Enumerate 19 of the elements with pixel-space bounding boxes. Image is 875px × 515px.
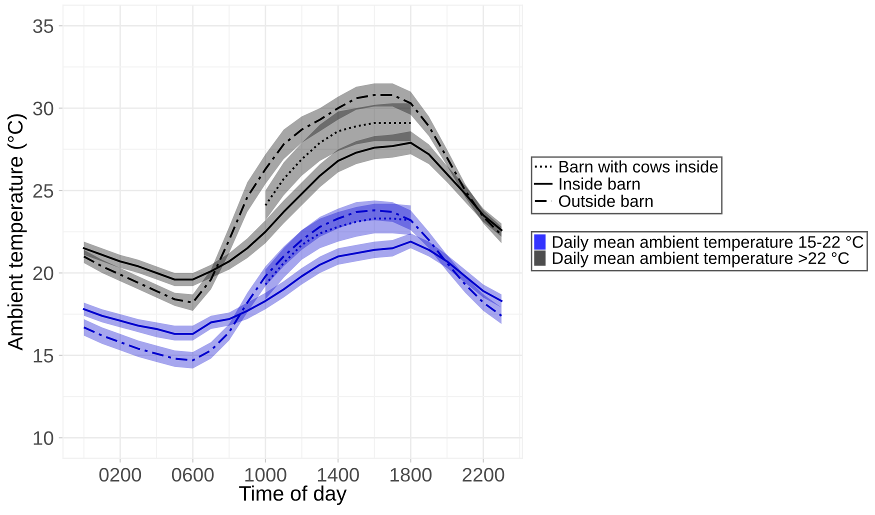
legend-label: Daily mean ambient temperature 15-22 °C bbox=[552, 236, 864, 252]
y-tick-label: 35 bbox=[33, 19, 54, 33]
y-axis-title: Ambient temperature (°C) bbox=[7, 114, 27, 350]
legend-label: Outside barn bbox=[559, 194, 653, 207]
x-tick-label: 1800 bbox=[390, 468, 432, 482]
y-tick-label: 20 bbox=[33, 266, 54, 280]
legend-label: Inside barn bbox=[560, 178, 640, 190]
x-tick-label: 0600 bbox=[172, 468, 214, 482]
y-tick-label: 30 bbox=[33, 102, 54, 116]
legend-label: Daily mean ambient temperature >22 °C bbox=[552, 252, 849, 268]
y-tick-label: 15 bbox=[34, 349, 54, 363]
y-tick-label: 10 bbox=[34, 431, 54, 445]
x-tick-label: 2200 bbox=[462, 468, 504, 482]
x-tick-label: 1000 bbox=[245, 468, 286, 482]
x-tick-label: 0200 bbox=[99, 468, 142, 482]
legend-label: Barn with cows inside bbox=[560, 160, 718, 173]
x-tick-label: 1400 bbox=[318, 468, 359, 482]
x-axis-title: Time of day bbox=[239, 486, 347, 505]
y-tick-label: 25 bbox=[33, 184, 54, 198]
